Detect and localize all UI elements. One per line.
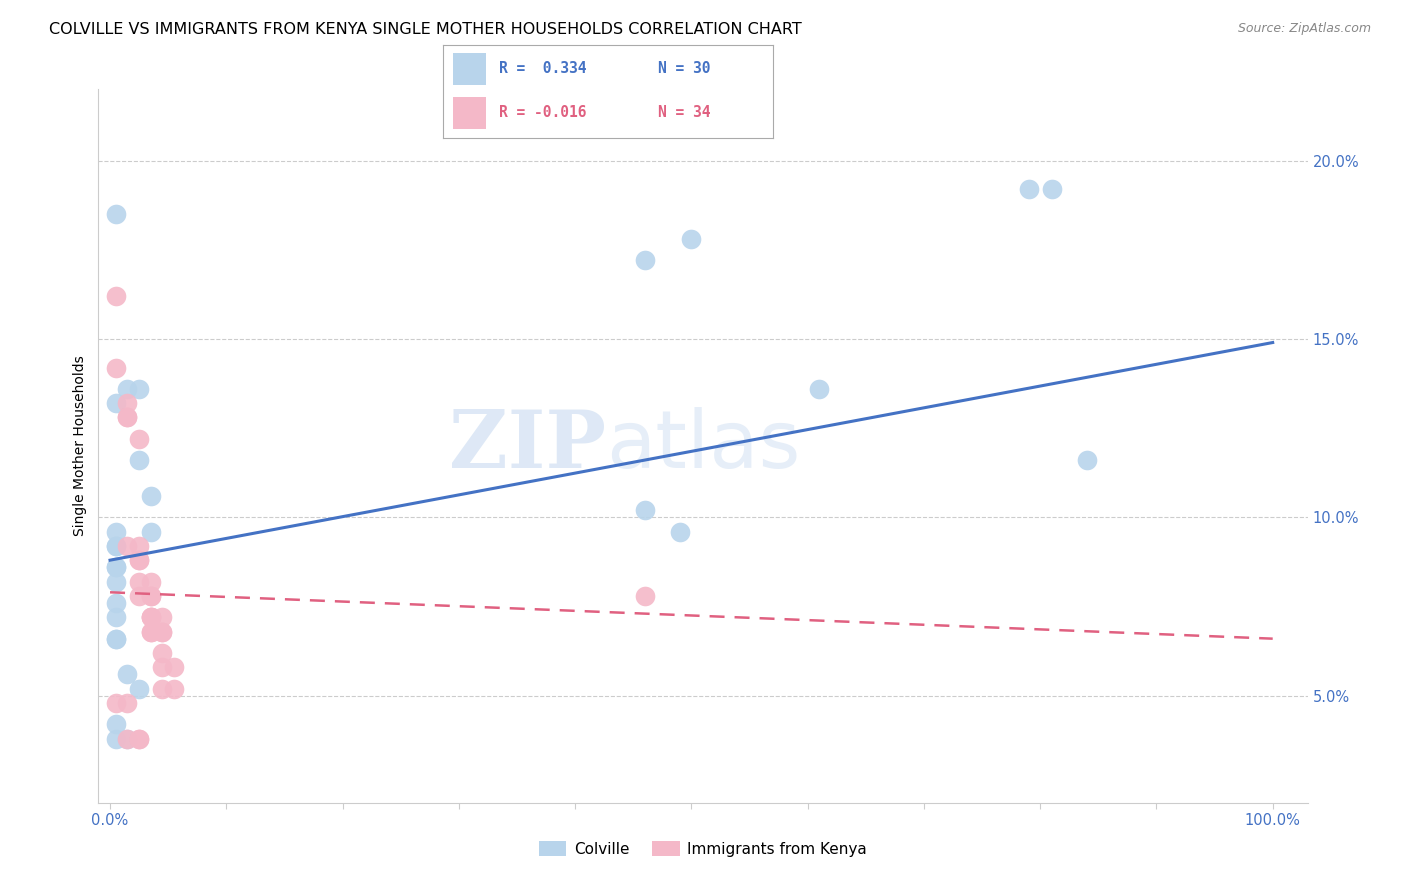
Point — [117, 410, 139, 425]
FancyBboxPatch shape — [453, 53, 486, 85]
Point — [104, 717, 127, 731]
Legend: Colville, Immigrants from Kenya: Colville, Immigrants from Kenya — [533, 835, 873, 863]
Point — [139, 610, 162, 624]
Text: N = 34: N = 34 — [658, 105, 710, 120]
Point — [139, 610, 162, 624]
Point — [128, 731, 150, 746]
Point — [634, 253, 657, 268]
Text: R = -0.016: R = -0.016 — [499, 105, 586, 120]
Point — [104, 731, 127, 746]
Point — [104, 360, 127, 375]
Point — [104, 560, 127, 574]
Point — [104, 610, 127, 624]
Point — [104, 289, 127, 303]
Point — [681, 232, 703, 246]
Point — [128, 382, 150, 396]
Point — [117, 396, 139, 410]
Point — [139, 524, 162, 539]
Text: ZIP: ZIP — [450, 407, 606, 485]
Point — [163, 681, 186, 696]
Point — [104, 396, 127, 410]
Point — [163, 660, 186, 674]
Point — [104, 207, 127, 221]
Text: Source: ZipAtlas.com: Source: ZipAtlas.com — [1237, 22, 1371, 36]
Point — [104, 632, 127, 646]
Point — [128, 453, 150, 467]
Point — [150, 624, 173, 639]
Point — [104, 560, 127, 574]
Point — [668, 524, 690, 539]
Point — [139, 489, 162, 503]
Point — [808, 382, 831, 396]
Text: N = 30: N = 30 — [658, 62, 710, 77]
Point — [128, 539, 150, 553]
Y-axis label: Single Mother Households: Single Mother Households — [73, 356, 87, 536]
Point — [128, 681, 150, 696]
Point — [1018, 182, 1040, 196]
Point — [128, 432, 150, 446]
Point — [104, 539, 127, 553]
Point — [104, 539, 127, 553]
Point — [150, 681, 173, 696]
Point — [128, 553, 150, 567]
Point — [117, 382, 139, 396]
Point — [1040, 182, 1063, 196]
Point — [150, 646, 173, 660]
Point — [128, 574, 150, 589]
FancyBboxPatch shape — [453, 97, 486, 129]
Point — [150, 624, 173, 639]
Point — [139, 589, 162, 603]
Point — [104, 596, 127, 610]
Point — [139, 574, 162, 589]
Point — [128, 731, 150, 746]
Point — [117, 731, 139, 746]
Text: R =  0.334: R = 0.334 — [499, 62, 586, 77]
Point — [117, 696, 139, 710]
Point — [139, 610, 162, 624]
Point — [634, 589, 657, 603]
Text: atlas: atlas — [606, 407, 800, 485]
Point — [1076, 453, 1098, 467]
Text: COLVILLE VS IMMIGRANTS FROM KENYA SINGLE MOTHER HOUSEHOLDS CORRELATION CHART: COLVILLE VS IMMIGRANTS FROM KENYA SINGLE… — [49, 22, 801, 37]
Point — [104, 574, 127, 589]
Point — [150, 660, 173, 674]
Point — [117, 667, 139, 681]
Point — [104, 524, 127, 539]
Point — [139, 589, 162, 603]
Point — [117, 539, 139, 553]
Point — [117, 410, 139, 425]
Point — [128, 553, 150, 567]
Point — [128, 589, 150, 603]
Point — [104, 632, 127, 646]
Point — [117, 731, 139, 746]
Point — [139, 624, 162, 639]
Point — [104, 696, 127, 710]
Point — [150, 610, 173, 624]
Point — [139, 624, 162, 639]
Point — [634, 503, 657, 517]
